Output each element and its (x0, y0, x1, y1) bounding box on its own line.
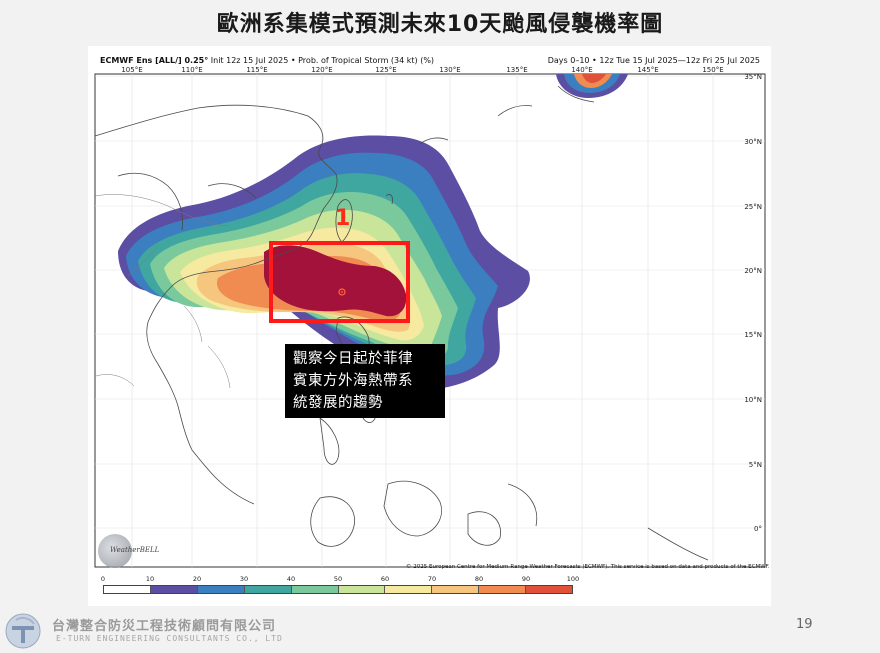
header-separator: • (290, 56, 296, 65)
focus-area-number: 1 (335, 206, 351, 231)
colorbar-tick: 90 (521, 575, 531, 583)
colorbar-swatches (103, 585, 573, 594)
lat-label: 30°N (744, 138, 762, 146)
focus-area-box (269, 241, 410, 323)
lat-label: 20°N (744, 267, 762, 275)
longitude-labels: 105°E 110°E 115°E 120°E 125°E 130°E 135°… (121, 66, 723, 74)
colorbar: 0 10 20 30 40 50 60 70 80 90 100 (100, 575, 579, 595)
colorbar-tick: 40 (286, 575, 296, 583)
colorbar-tick: 70 (427, 575, 437, 583)
company-name-zh: 台灣整合防災工程技術顧問有限公司 (52, 619, 277, 634)
page-number: 19 (796, 617, 813, 632)
lon-label: 115°E (246, 66, 267, 74)
weatherbell-logo-icon (98, 534, 132, 568)
probability-map: 105°E 110°E 115°E 120°E 125°E 130°E 135°… (94, 66, 766, 568)
lon-label: 130°E (439, 66, 460, 74)
colorbar-swatch (479, 586, 527, 593)
lon-label: 105°E (121, 66, 142, 74)
colorbar-swatch (104, 586, 151, 593)
callout-line: 賓東方外海熱帶系 (293, 373, 413, 389)
colorbar-swatch (338, 586, 386, 593)
lon-label: 145°E (637, 66, 658, 74)
model-label: ECMWF Ens [ALL/] 0.25° (100, 56, 209, 65)
colorbar-tick: 20 (192, 575, 202, 583)
lat-label: 15°N (744, 331, 762, 339)
lon-label: 120°E (311, 66, 332, 74)
init-label: Init 12z 15 Jul 2025 (210, 56, 289, 65)
colorbar-tick: 80 (474, 575, 484, 583)
colorbar-tick: 60 (380, 575, 390, 583)
colorbar-tick: 30 (239, 575, 249, 583)
lon-label: 140°E (571, 66, 592, 74)
lon-label: 135°E (506, 66, 527, 74)
weatherbell-watermark: WeatherBELL (110, 546, 160, 554)
colorbar-swatch (526, 586, 573, 593)
map-header-left: ECMWF Ens [ALL/] 0.25° Init 12z 15 Jul 2… (100, 56, 434, 65)
latitude-labels: 35°N 30°N 25°N 20°N 15°N 10°N 5°N 0° (744, 73, 762, 533)
lat-label: 5°N (749, 461, 762, 469)
colorbar-swatch (385, 586, 433, 593)
colorbar-tick: 0 (100, 575, 106, 583)
colorbar-swatch (291, 586, 339, 593)
country-borders (94, 194, 231, 389)
colorbar-swatch (150, 586, 198, 593)
prob-90-100 (264, 245, 407, 317)
callout-line: 統發展的趨勢 (293, 395, 383, 411)
colorbar-swatch (432, 586, 480, 593)
company-logo-icon (5, 613, 41, 649)
colorbar-swatch (244, 586, 292, 593)
company-name-en: E-TURN ENGINEERING CONSULTANTS CO., LTD (56, 634, 283, 643)
map-panel: 105°E 110°E 115°E 120°E 125°E 130°E 135°… (88, 46, 771, 606)
callout-line: 觀察今日起於菲律 (293, 351, 413, 367)
valid-period-label: Days 0–10 • 12z Tue 15 Jul 2025—12z Fri … (547, 56, 760, 65)
storm-track (338, 288, 346, 296)
callout-box: 觀察今日起於菲律 賓東方外海熱帶系 統發展的趨勢 (285, 344, 445, 418)
lon-label: 150°E (702, 66, 723, 74)
colorbar-tick: 50 (333, 575, 343, 583)
slide-title: 歐洲系集模式預測未來10天颱風侵襲機率圖 (216, 12, 664, 37)
lon-label: 125°E (375, 66, 396, 74)
lat-label: 10°N (744, 396, 762, 404)
lat-label: 35°N (744, 73, 762, 81)
lon-label: 110°E (181, 66, 202, 74)
copyright-text: © 2025 European Centre for Medium-Range … (406, 564, 770, 570)
lat-label: 0° (754, 525, 762, 533)
colorbar-tick: 100 (566, 575, 580, 583)
colorbar-swatch (197, 586, 245, 593)
product-label: Prob. of Tropical Storm (34 kt) (%) (298, 56, 435, 65)
colorbar-tick: 10 (145, 575, 155, 583)
lat-label: 25°N (744, 203, 762, 211)
northeast-system (556, 74, 628, 98)
